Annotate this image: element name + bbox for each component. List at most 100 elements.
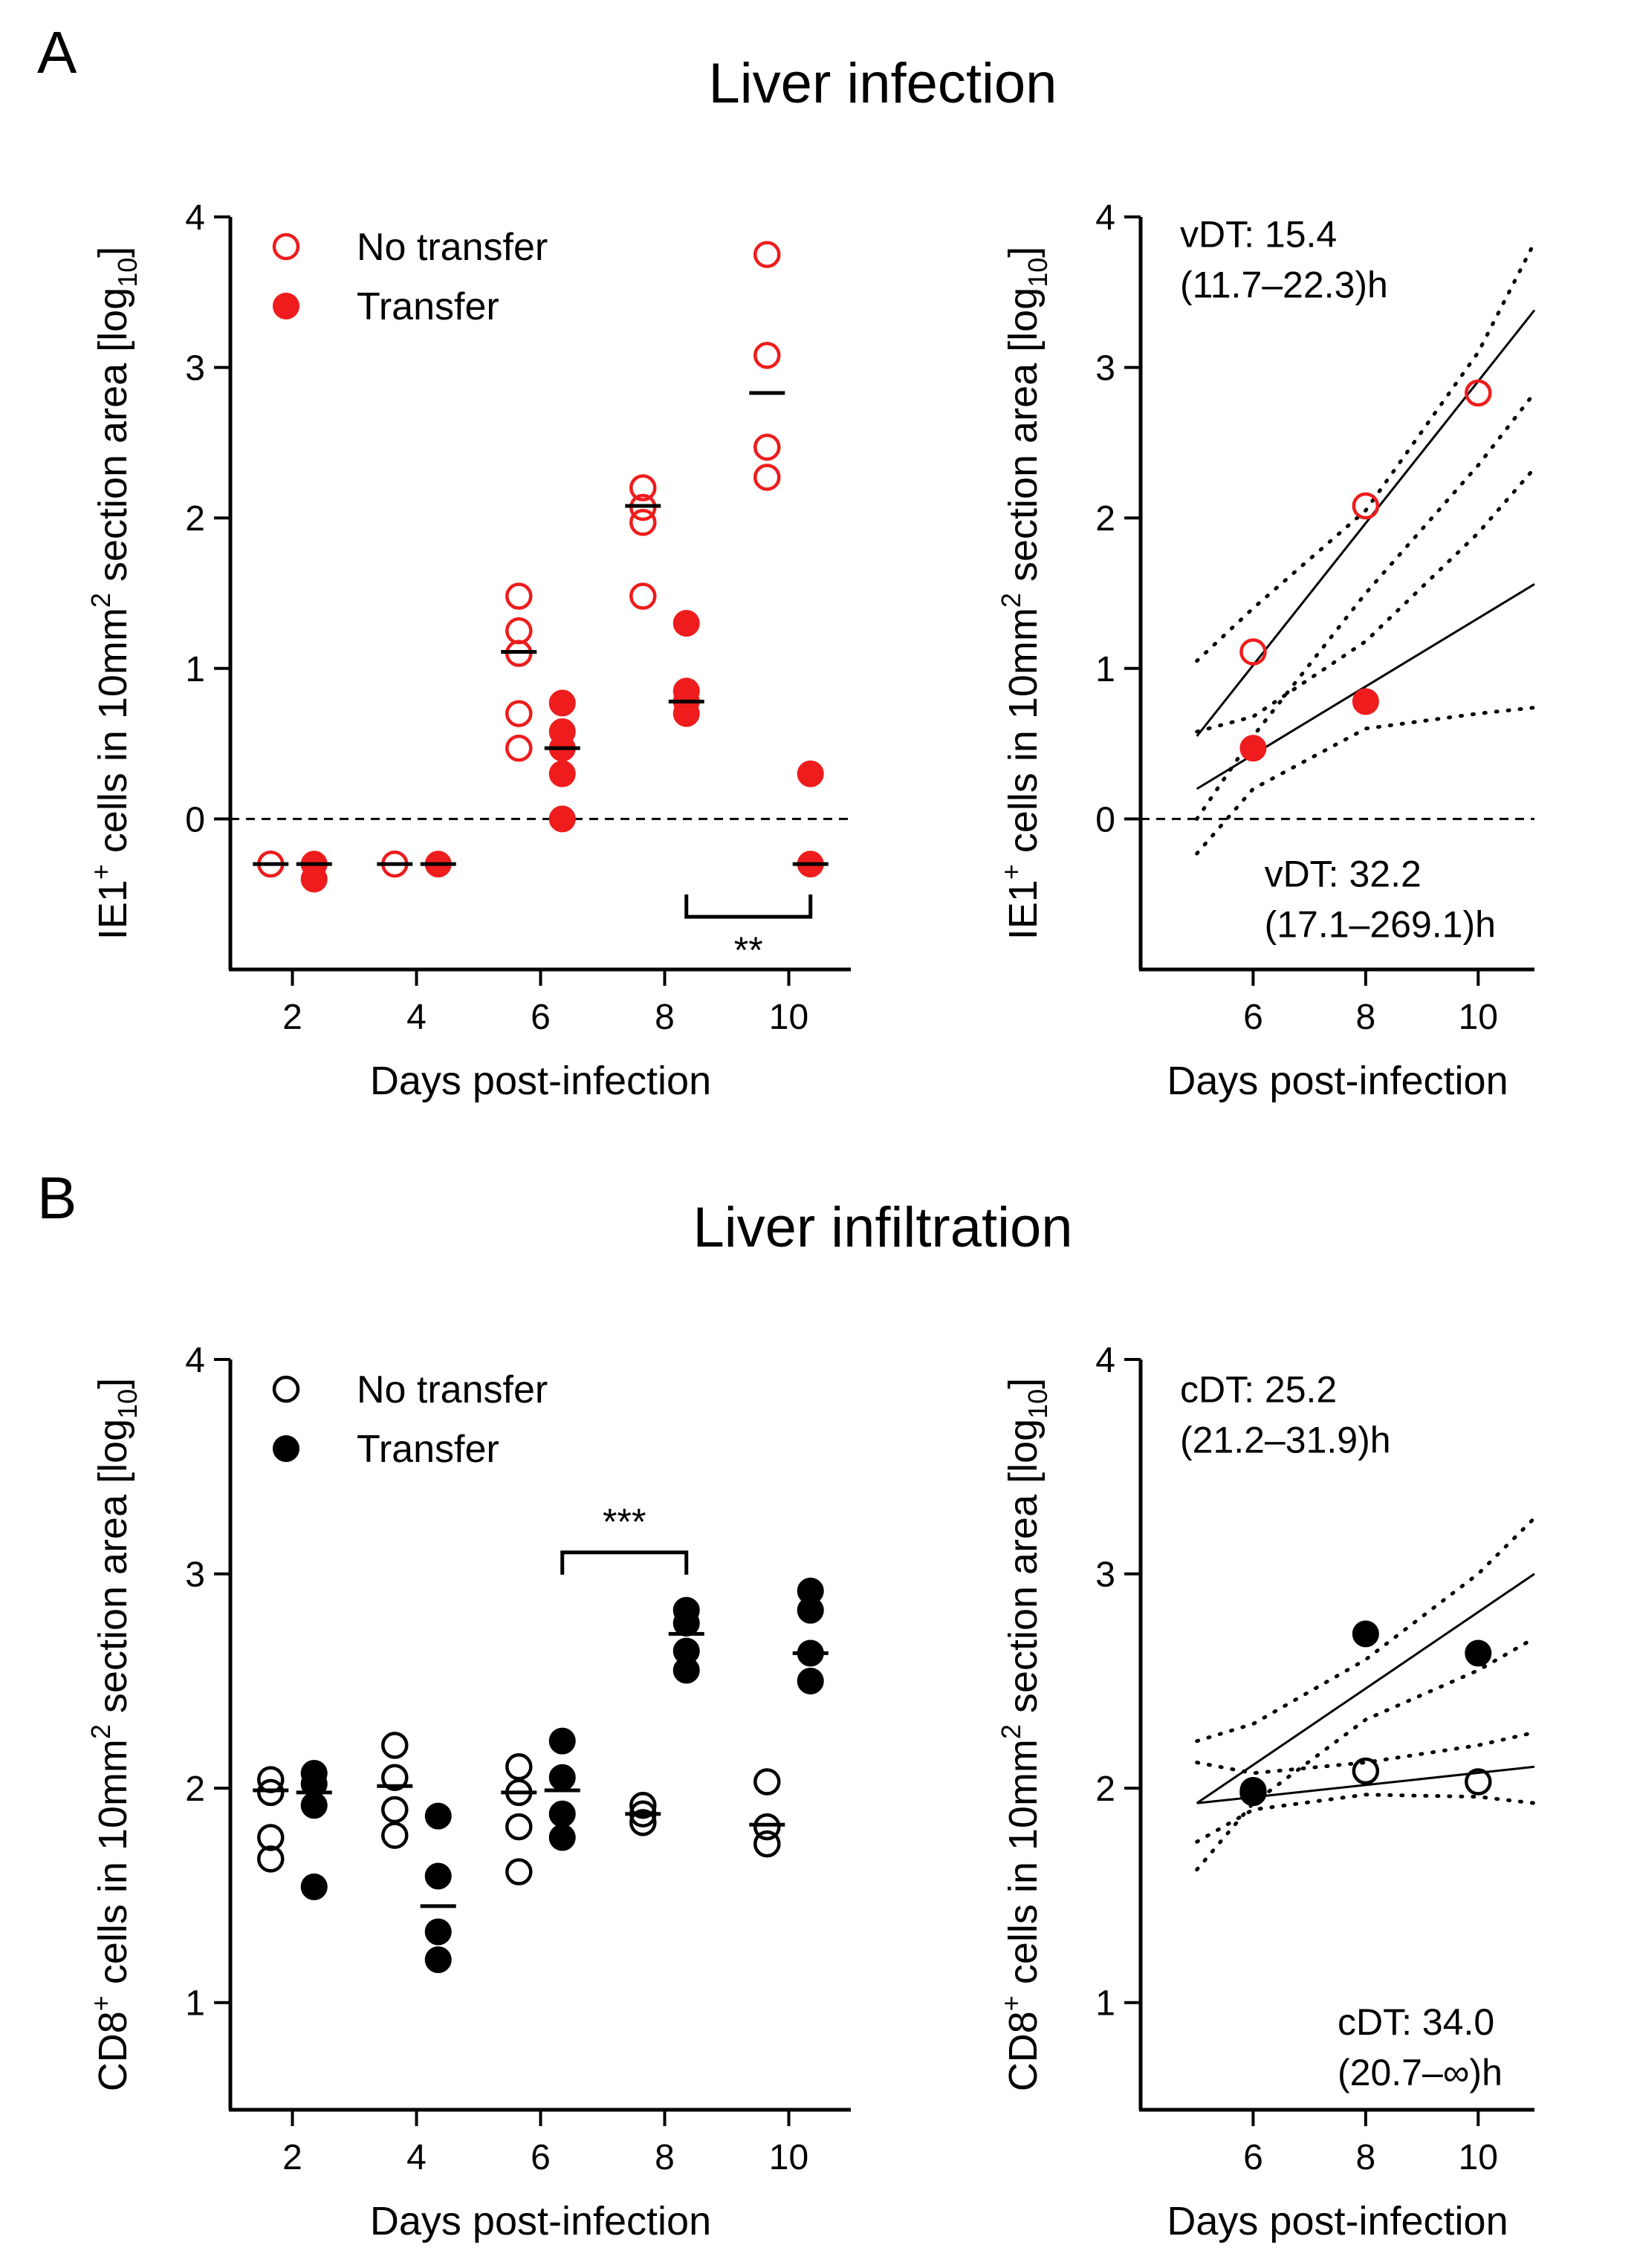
data-point (548, 805, 576, 833)
legend-marker (272, 233, 300, 261)
data-point (797, 760, 824, 787)
x-tick-label: 8 (1356, 998, 1376, 1037)
data-point (1352, 1620, 1379, 1648)
data-point (505, 582, 533, 610)
data-point (1239, 638, 1267, 666)
y-tick-label: 0 (1095, 800, 1115, 839)
x-tick-label: 8 (655, 998, 675, 1037)
data-point (548, 1800, 576, 1827)
data-point (505, 1813, 533, 1841)
data-point (1465, 1768, 1492, 1796)
data-point (300, 1873, 328, 1900)
data-point (548, 760, 576, 787)
data-point (672, 610, 700, 637)
data-point (753, 1813, 781, 1841)
data-point (1352, 1757, 1380, 1785)
data-point (1465, 379, 1492, 407)
y-tick-label: 1 (1095, 650, 1115, 689)
confidence-band-upper (1195, 1730, 1537, 1775)
data-point (257, 1845, 285, 1873)
data-point (424, 1862, 452, 1890)
x-axis-label: Days post-infection (1167, 1059, 1508, 1103)
significance-label: ** (734, 929, 763, 971)
y-tick-label: 0 (185, 800, 205, 839)
data-point (629, 474, 657, 501)
legend-marker (273, 293, 299, 319)
legend-label: Transfer (357, 285, 499, 328)
confidence-band-upper (1195, 1516, 1537, 1744)
doubling-time-interval: (11.7–22.3)h (1180, 264, 1388, 306)
regression-line (1196, 1573, 1535, 1804)
y-tick-label: 4 (185, 198, 205, 238)
data-point (548, 1727, 576, 1755)
y-tick-label: 2 (185, 1770, 205, 1809)
data-point (629, 582, 657, 610)
y-axis-label: IE1+ cells in 10mm2 section area [log10] (996, 247, 1053, 940)
data-point (381, 1764, 409, 1791)
legend-label: No transfer (357, 226, 548, 269)
y-tick-label: 1 (185, 1984, 205, 2024)
y-axis-label: CD8+ cells in 10mm2 section area [log10] (996, 1378, 1053, 2092)
x-tick-label: 6 (1243, 998, 1263, 1037)
data-point (300, 865, 328, 893)
x-tick-label: 6 (1243, 2138, 1263, 2177)
x-tick-label: 10 (769, 2138, 808, 2177)
panel-a-doubling-fit-chart: 0 1 2 3 4 6 8 10 Days post-infection IE1+ cells i… (996, 198, 1537, 1103)
x-tick-label: 2 (282, 2138, 302, 2177)
data-point (505, 700, 533, 727)
data-point (505, 734, 533, 762)
panel-b-letter: B (37, 1165, 77, 1231)
data-point (548, 1764, 576, 1791)
panel-b-title: Liver infiltration (693, 1196, 1072, 1259)
data-point (424, 1946, 452, 1973)
data-point (1352, 492, 1380, 520)
doubling-time-value: vDT: 15.4 (1180, 214, 1337, 256)
x-tick-label: 6 (531, 2138, 551, 2177)
data-point (257, 1824, 285, 1851)
y-axis-label: IE1+ cells in 10mm2 section area [log10] (85, 247, 143, 940)
panel-b-doubling-fit-chart: 1 2 3 4 6 8 10 Days post-infection CD8+ cells in… (996, 1341, 1537, 2243)
data-point (1239, 1778, 1267, 1807)
legend-marker (272, 1375, 300, 1403)
x-tick-label: 10 (769, 998, 808, 1037)
data-point (753, 241, 781, 268)
doubling-time-interval: (21.2–31.9)h (1180, 1420, 1391, 1461)
y-axis-label: CD8+ cells in 10mm2 section area [log10] (85, 1378, 143, 2092)
doubling-time-value: cDT: 25.2 (1180, 1369, 1337, 1411)
data-point (505, 1753, 533, 1781)
x-tick-label: 2 (282, 998, 302, 1037)
data-point (300, 1792, 328, 1819)
x-tick-label: 10 (1459, 998, 1498, 1037)
confidence-band-lower (1195, 1636, 1537, 1872)
data-point (424, 1918, 452, 1946)
data-point (753, 342, 781, 369)
panel-b-scatter-chart: 1 2 3 4 2 4 6 8 10 Days post-infection CD8+ cells … (85, 1341, 851, 2243)
y-tick-label: 1 (185, 650, 205, 689)
legend-label: No transfer (357, 1368, 548, 1411)
x-axis-label: Days post-infection (1167, 2199, 1508, 2243)
x-tick-label: 4 (406, 2138, 427, 2177)
data-point (753, 464, 781, 491)
y-tick-label: 2 (1095, 499, 1115, 539)
data-point (505, 1858, 533, 1885)
legend-label: Transfer (357, 1428, 499, 1471)
y-tick-label: 3 (185, 349, 205, 389)
x-tick-label: 4 (406, 998, 427, 1037)
doubling-time-interval: (17.1–269.1)h (1265, 904, 1496, 946)
panel-a-letter: A (37, 19, 77, 85)
data-point (797, 1596, 824, 1624)
data-point (1239, 735, 1267, 762)
x-tick-label: 6 (531, 998, 551, 1037)
y-tick-label: 3 (1095, 1556, 1115, 1595)
y-tick-label: 4 (185, 1341, 205, 1380)
panel-a-scatter-chart: 0 1 2 3 4 2 4 6 8 10 Days post-infection IE1+ cells… (85, 198, 851, 1103)
x-tick-label: 8 (1356, 2138, 1376, 2177)
confidence-band-lower (1195, 706, 1537, 856)
x-axis-label: Days post-infection (370, 1059, 711, 1103)
data-point (381, 1732, 409, 1759)
y-tick-label: 3 (185, 1556, 205, 1595)
confidence-band-lower (1195, 1793, 1537, 1844)
panel-a-title: Liver infection (709, 52, 1057, 115)
data-point (629, 1791, 657, 1819)
